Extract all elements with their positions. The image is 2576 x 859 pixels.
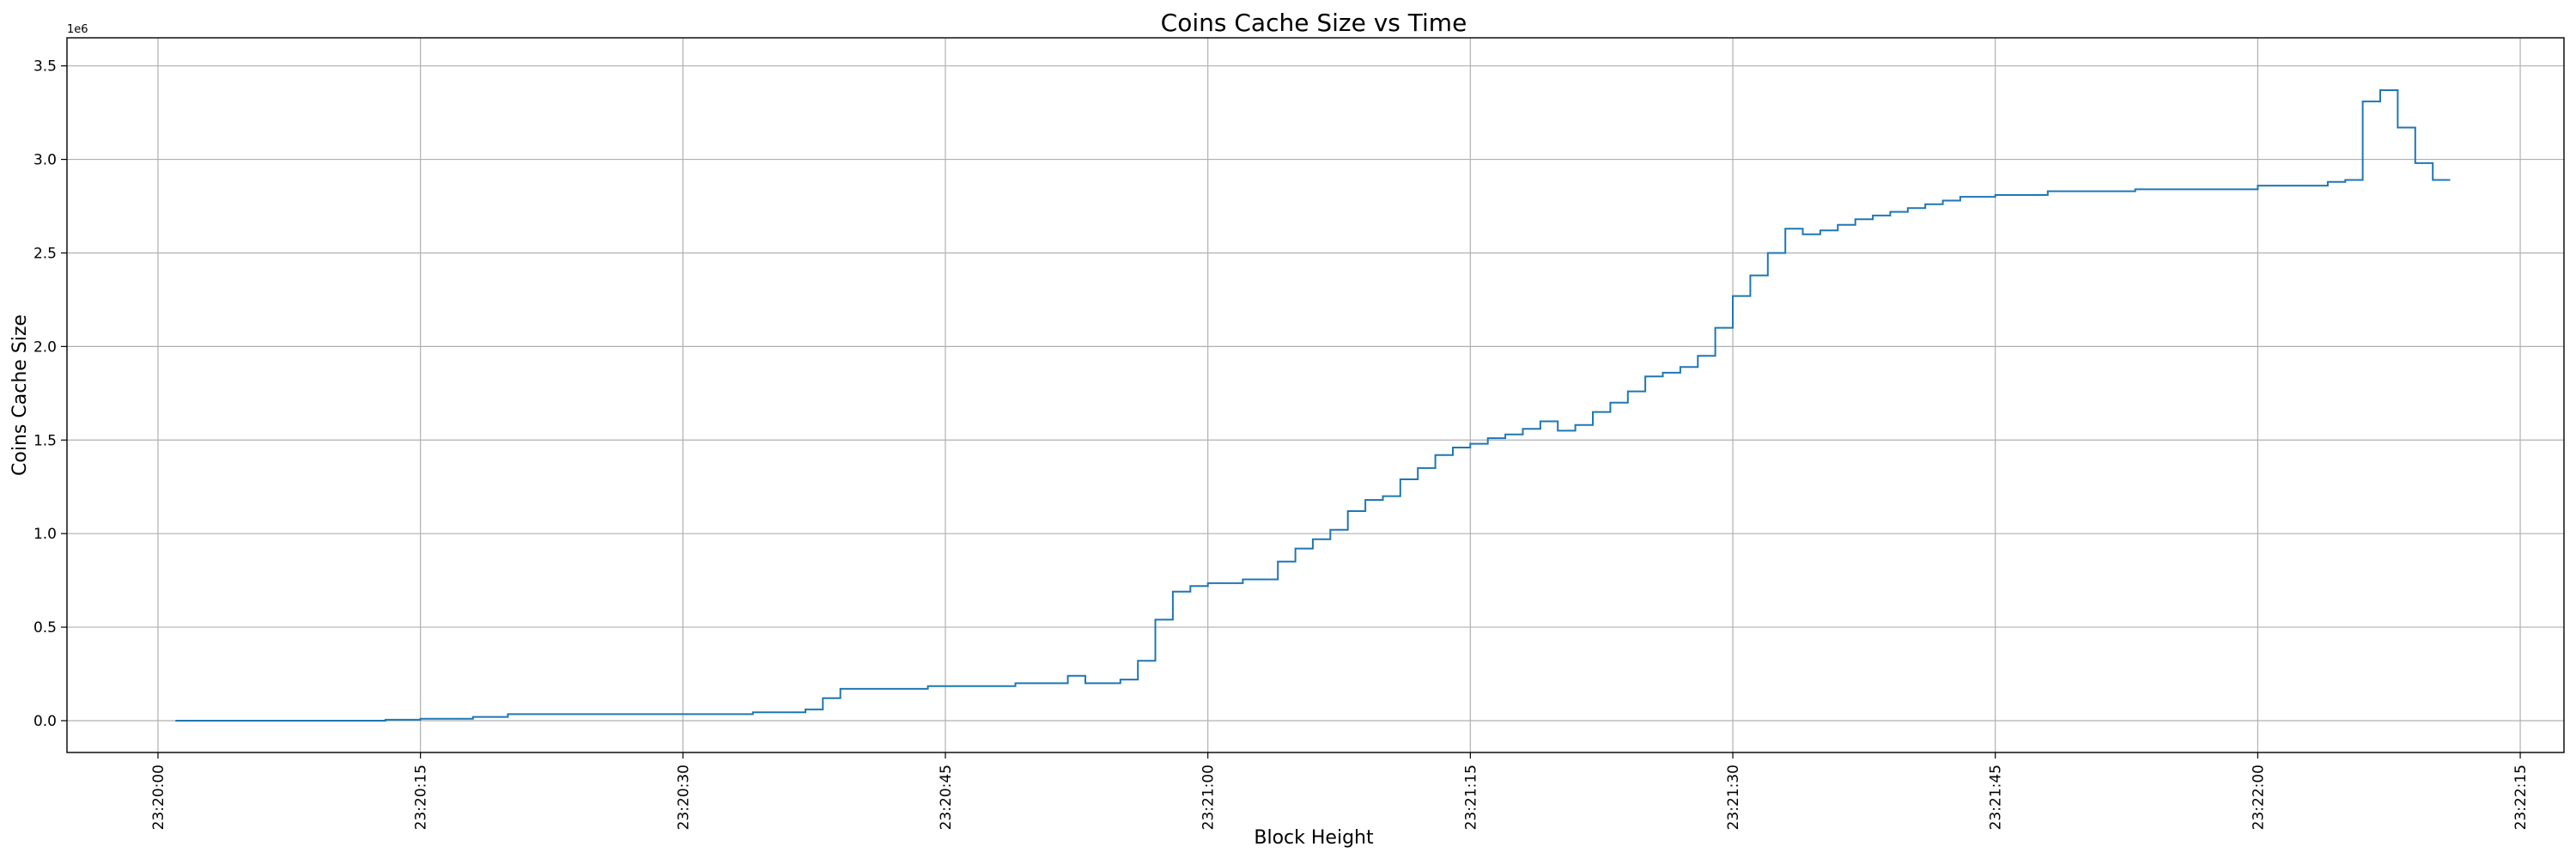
y-gridlines	[67, 65, 2564, 722]
series-layer	[175, 89, 2451, 722]
y-tick-label: 0.5	[33, 619, 57, 637]
x-tick-label: 23:21:00	[1200, 765, 1218, 830]
x-tick-label: 23:20:00	[150, 765, 167, 830]
y-tick-label: 2.5	[33, 245, 57, 262]
x-tick-label: 23:20:15	[413, 765, 430, 830]
x-tick-label: 23:21:45	[1988, 765, 2005, 830]
x-tick-label: 23:22:00	[2250, 765, 2267, 830]
chart-title: Coins Cache Size vs Time	[1161, 9, 1467, 37]
x-gridlines	[157, 38, 2521, 752]
y-axis-ticks: 0.0 0.5 1.0 1.5 2.0 2.5 3.0 3.5	[33, 58, 67, 730]
y-tick-label: 2.0	[33, 338, 57, 356]
y-tick-label: 1.5	[33, 432, 57, 449]
y-tick-label: 0.0	[33, 713, 57, 730]
x-tick-label: 23:20:30	[675, 765, 692, 830]
y-tick-label: 3.0	[33, 152, 57, 169]
y-offset-label: 1e6	[67, 23, 88, 36]
x-tick-label: 23:22:15	[2512, 765, 2530, 830]
x-tick-label: 23:21:15	[1462, 765, 1479, 830]
x-axis-ticks: 23:20:00 23:20:15 23:20:30 23:20:45 23:21:00…	[150, 752, 2530, 830]
y-tick-label: 3.5	[33, 58, 57, 76]
x-tick-label: 23:20:45	[938, 765, 955, 830]
x-tick-label: 23:21:30	[1725, 765, 1742, 830]
y-tick-label: 1.0	[33, 526, 57, 543]
y-axis-label: Coins Cache Size	[9, 314, 31, 476]
plot-frame	[66, 37, 2565, 753]
series-line	[175, 89, 2451, 722]
x-axis-label: Block Height	[1254, 827, 1374, 849]
